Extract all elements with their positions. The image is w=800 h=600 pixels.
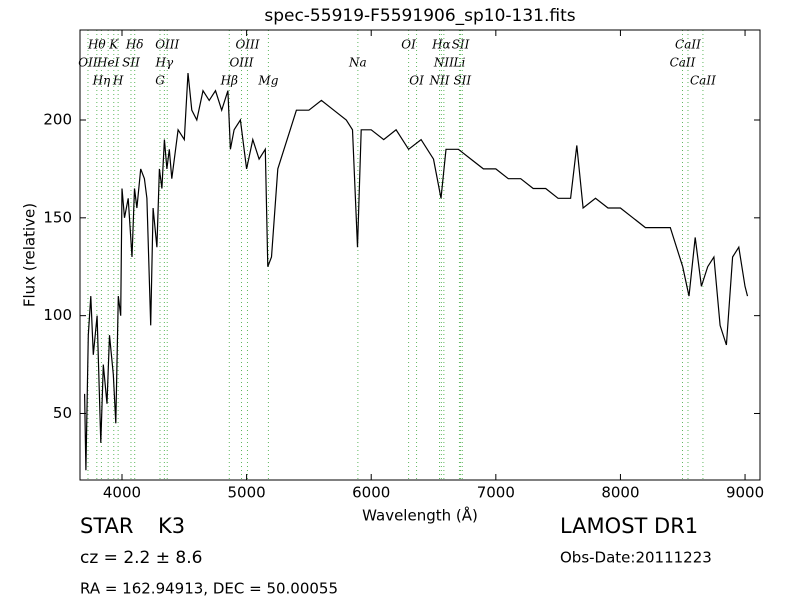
x-tick-label: 8000 [601,484,639,502]
chart-title: spec-55919-F5591906_sp10-131.fits [264,6,575,26]
radec-text: RA = 162.94913, DEC = 50.00055 [80,580,338,598]
spectral-line-label: Hη [92,74,111,88]
spectral-line-label: NII [429,74,450,88]
x-tick-label: 9000 [726,484,764,502]
spectral-line-label: Na [348,56,367,70]
date-text: Obs-Date:20111223 [560,549,712,567]
class-text: STAR [80,514,133,538]
spectral-line-label: Mg [257,74,278,88]
x-axis-label: Wavelength (Å) [362,506,478,525]
spectral-line-label: H [112,74,124,88]
spectral-line-label: K [108,38,119,52]
spectral-line-label: HeI [96,56,120,70]
spectral-line-label: SII [453,74,471,88]
spectral-line-label: CaII [670,56,696,70]
spectral-line-label: Hα [431,38,451,52]
spectral-line-label: Li [453,56,466,70]
y-tick-label: 150 [43,208,72,226]
spectral-line-label: Hθ [87,38,106,52]
spectral-line-label: Hγ [155,56,174,70]
x-tick-label: 7000 [477,484,515,502]
spectral-line-label: OIII [155,38,179,52]
y-tick-label: 200 [43,111,72,129]
y-tick-label: 100 [43,306,72,324]
spectral-line-label: Hδ [125,38,144,52]
spectral-line-label: OI [409,74,424,88]
spectral-line-label: OIII [229,56,253,70]
spectral-line-label: G [155,74,165,88]
x-tick-label: 6000 [352,484,390,502]
spectral-line-label: NII [433,56,454,70]
x-tick-label: 4000 [103,484,141,502]
spectral-line-label: SII [122,56,140,70]
subclass-text: K3 [158,514,185,538]
spectral-line-label: SII [452,38,470,52]
spectral-line-label: OI [401,38,416,52]
survey-text: LAMOST DR1 [560,514,698,538]
spectral-line-label: OIII [235,38,259,52]
spectrum-line [84,72,749,471]
spectral-line-label: CaII [675,38,701,52]
y-tick-label: 50 [53,404,72,422]
cz-text: cz = 2.2 ± 8.6 [80,548,202,568]
spectral-line-label: CaII [690,74,716,88]
spectral-line-label: OII [78,56,98,70]
y-axis-label: Flux (relative) [21,203,39,307]
x-tick-label: 5000 [228,484,266,502]
spectral-line-label: Hβ [220,74,238,88]
plot-frame [79,29,761,481]
